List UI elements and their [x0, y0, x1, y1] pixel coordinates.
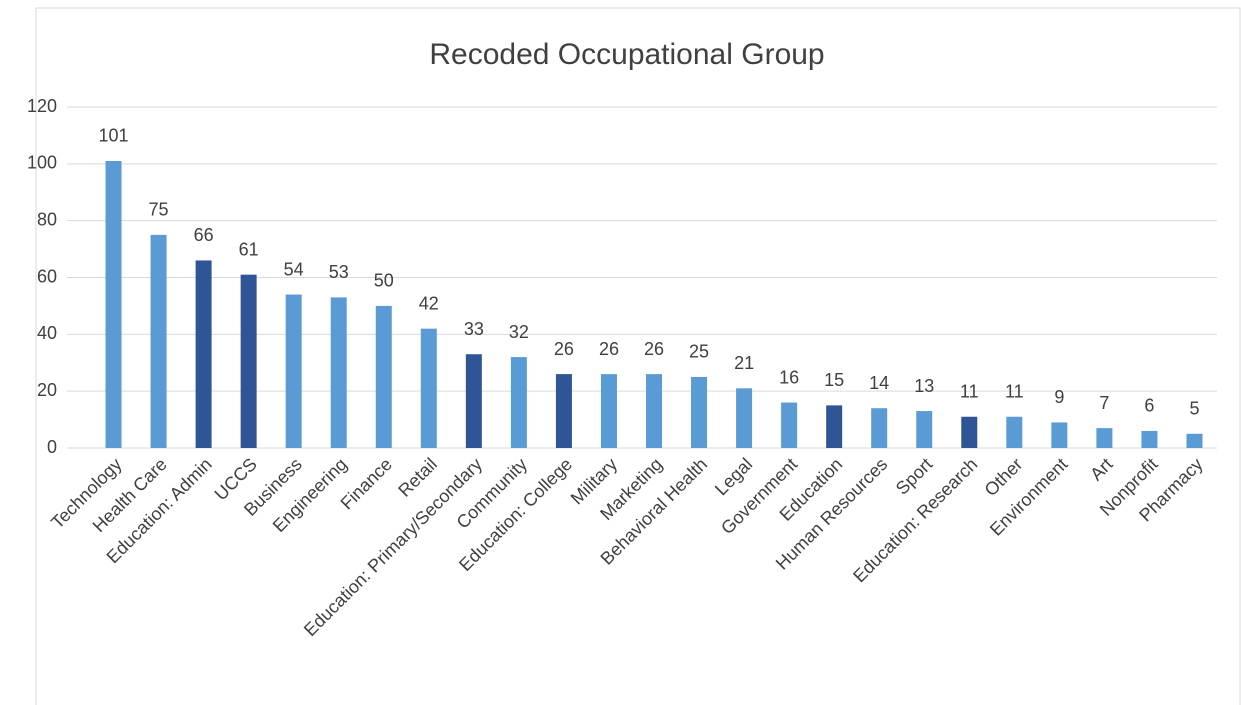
y-tick-label: 60: [37, 266, 57, 286]
bar: [1096, 428, 1113, 448]
data-label: 33: [464, 319, 484, 339]
bar: [240, 274, 257, 448]
data-label: 66: [194, 225, 214, 245]
data-label: 21: [734, 353, 754, 373]
data-label: 61: [239, 239, 259, 259]
bar: [285, 294, 302, 448]
data-label: 26: [644, 339, 664, 359]
data-label: 75: [149, 200, 169, 220]
data-label: 14: [869, 373, 889, 393]
bar: [826, 405, 843, 448]
data-label: 26: [554, 339, 574, 359]
bar: [736, 388, 753, 448]
bar: [375, 305, 392, 448]
bar: [1186, 433, 1203, 448]
bar: [871, 408, 888, 448]
bar: [195, 260, 212, 448]
bar: [1006, 416, 1023, 448]
data-label: 101: [98, 126, 128, 146]
data-label: 53: [329, 262, 349, 282]
bar: [330, 297, 347, 448]
data-label: 7: [1099, 393, 1109, 413]
bar: [781, 402, 798, 448]
bar: [961, 416, 978, 448]
chart-title: Recoded Occupational Group: [429, 38, 824, 71]
y-tick-label: 20: [37, 380, 57, 400]
data-label: 16: [779, 367, 799, 387]
data-label: 11: [1005, 381, 1024, 401]
bar: [646, 374, 662, 448]
data-label: 15: [824, 370, 844, 390]
data-label: 9: [1054, 387, 1064, 407]
data-label: 25: [689, 342, 709, 362]
data-label: 6: [1144, 396, 1154, 416]
bar: [150, 234, 167, 448]
y-tick-label: 40: [37, 323, 57, 343]
data-label: 13: [914, 376, 934, 396]
data-label: 26: [599, 339, 619, 359]
bar: [916, 411, 933, 448]
bar: [510, 357, 527, 448]
data-label: 5: [1189, 399, 1199, 419]
y-tick-label: 120: [27, 96, 57, 116]
bar: [420, 328, 437, 448]
data-label: 42: [419, 293, 439, 313]
bar: [1141, 430, 1158, 448]
y-tick-label: 100: [27, 153, 57, 173]
chart-border: [35, 7, 1241, 705]
y-tick-label: 0: [47, 437, 57, 457]
data-label: 11: [960, 381, 979, 401]
bar: [465, 354, 482, 448]
data-label: 32: [509, 322, 529, 342]
bar: [105, 160, 122, 448]
bar: [1051, 422, 1068, 448]
data-label: 54: [284, 259, 304, 279]
bar: [555, 374, 572, 448]
data-label: 50: [374, 271, 394, 291]
y-tick-label: 80: [37, 209, 57, 229]
bar: [600, 374, 617, 448]
bar: [691, 376, 708, 448]
